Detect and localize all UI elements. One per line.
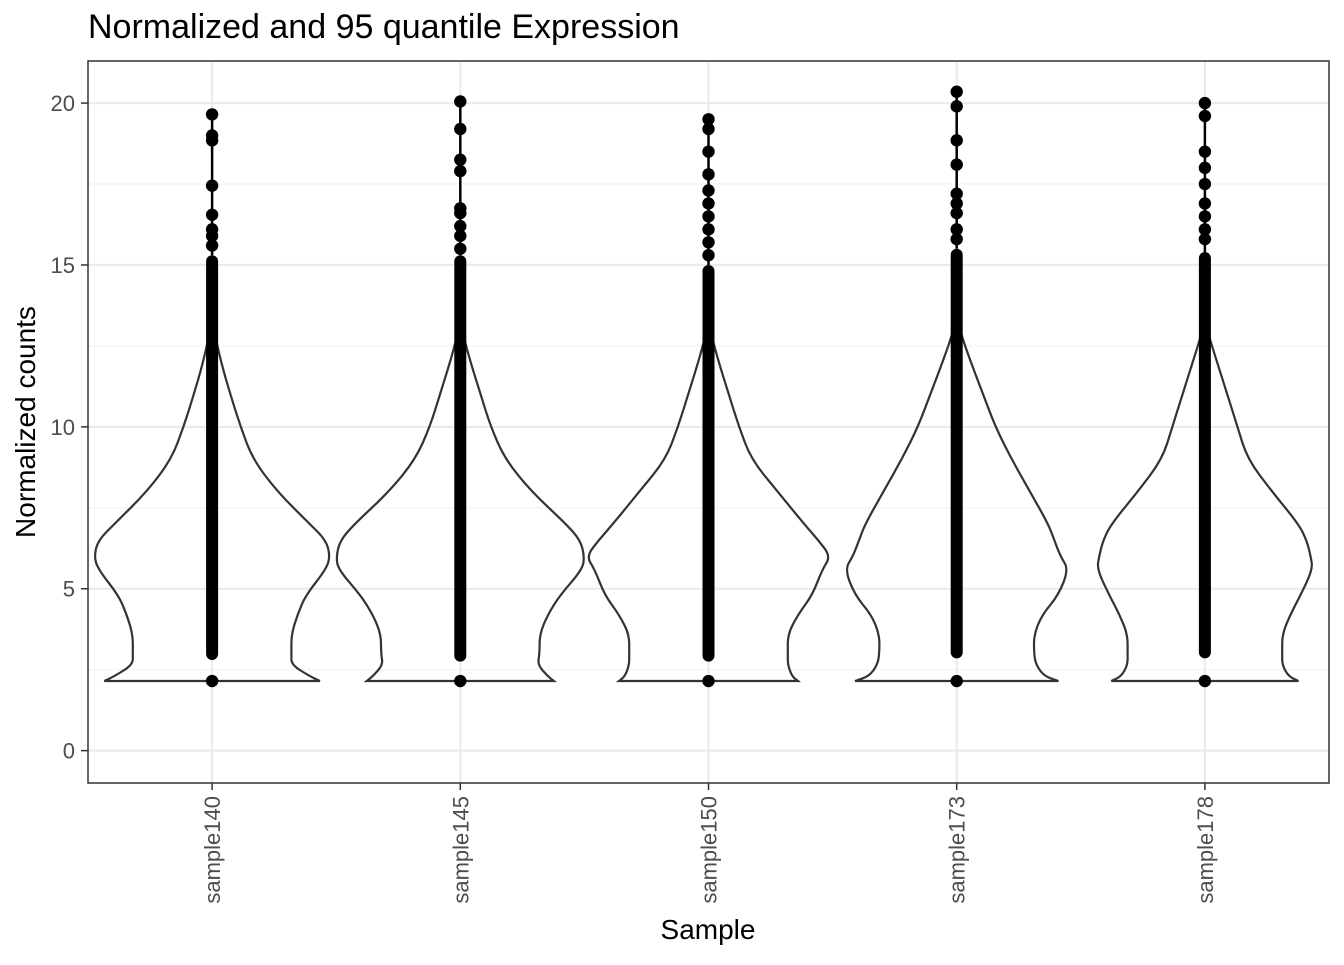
point-min-sample145: [454, 674, 467, 688]
point-outlier-sample140: [205, 239, 219, 252]
point-outlier-sample150: [702, 122, 715, 136]
point-outlier-sample178: [1198, 232, 1212, 246]
point-outlier-sample145: [454, 229, 467, 243]
point-outlier-sample150: [702, 168, 715, 181]
point-outlier-sample173: [950, 158, 963, 171]
point-outlier-sample140: [205, 208, 219, 221]
point-min-sample150: [702, 674, 715, 688]
point-column-dense-sample178: [1198, 252, 1211, 659]
point-outlier-sample145: [454, 95, 467, 108]
point-min-sample178: [1198, 674, 1212, 688]
point-outlier-sample150: [702, 223, 715, 236]
point-outlier-sample150: [702, 236, 715, 249]
point-outlier-sample145: [454, 164, 467, 178]
point-outlier-sample145: [454, 206, 467, 220]
point-outlier-sample178: [1198, 161, 1212, 175]
point-outlier-sample178: [1198, 210, 1212, 223]
y-tick-label: 10: [51, 415, 75, 440]
x-tick-label: sample145: [448, 796, 473, 904]
point-column-dense-sample140: [206, 255, 219, 660]
point-outlier-sample150: [702, 197, 715, 210]
point-outlier-sample140: [205, 108, 219, 121]
point-outlier-sample173: [950, 187, 963, 200]
point-min-sample140: [205, 674, 219, 688]
point-outlier-sample150: [702, 210, 715, 223]
point-outlier-sample173: [950, 232, 963, 246]
point-outlier-sample178: [1198, 109, 1212, 123]
point-outlier-sample173: [950, 197, 963, 210]
point-outlier-sample145: [454, 242, 467, 255]
y-tick-label: 0: [63, 739, 75, 764]
point-outlier-sample173: [950, 85, 963, 98]
point-outlier-sample150: [702, 145, 715, 158]
axes: 0 5 10 15 20 sample140 sample145 sample150 sampl…: [51, 91, 1218, 904]
y-tick-label: 15: [51, 253, 75, 278]
point-outlier-sample173: [950, 100, 963, 113]
point-outlier-sample140: [205, 179, 219, 192]
point-outlier-sample140: [205, 134, 219, 147]
point-outlier-sample173: [950, 134, 963, 147]
point-column-dense-sample173: [950, 248, 963, 659]
point-min-sample173: [950, 674, 963, 688]
point-outlier-sample140: [205, 229, 219, 243]
point-outlier-sample150: [702, 113, 715, 126]
x-tick-label: sample150: [697, 796, 722, 904]
point-outlier-sample150: [702, 249, 715, 262]
x-tick-label: sample178: [1193, 796, 1218, 904]
point-outlier-sample145: [454, 219, 467, 233]
point-outlier-sample173: [950, 206, 963, 220]
chart-title: Normalized and 95 quantile Expression: [88, 8, 680, 46]
point-outlier-sample178: [1198, 223, 1212, 236]
point-outlier-sample145: [454, 153, 467, 166]
y-tick-label: 20: [51, 91, 75, 116]
y-tick-label: 5: [63, 577, 75, 602]
point-column-dense-sample145: [454, 255, 467, 662]
point-outlier-sample178: [1198, 177, 1212, 191]
point-outlier-sample173: [950, 223, 963, 236]
point-outlier-sample178: [1198, 145, 1212, 158]
point-outlier-sample145: [454, 122, 467, 136]
point-column-dense-sample150: [702, 264, 715, 662]
x-tick-label: sample173: [945, 796, 970, 904]
point-outlier-sample178: [1198, 197, 1212, 210]
data-points: [205, 85, 1212, 688]
point-outlier-sample178: [1198, 96, 1212, 110]
x-axis-label: Sample: [661, 914, 756, 945]
y-axis-label: Normalized counts: [10, 306, 41, 538]
x-tick-label: sample140: [200, 796, 225, 904]
point-outlier-sample150: [702, 184, 715, 197]
